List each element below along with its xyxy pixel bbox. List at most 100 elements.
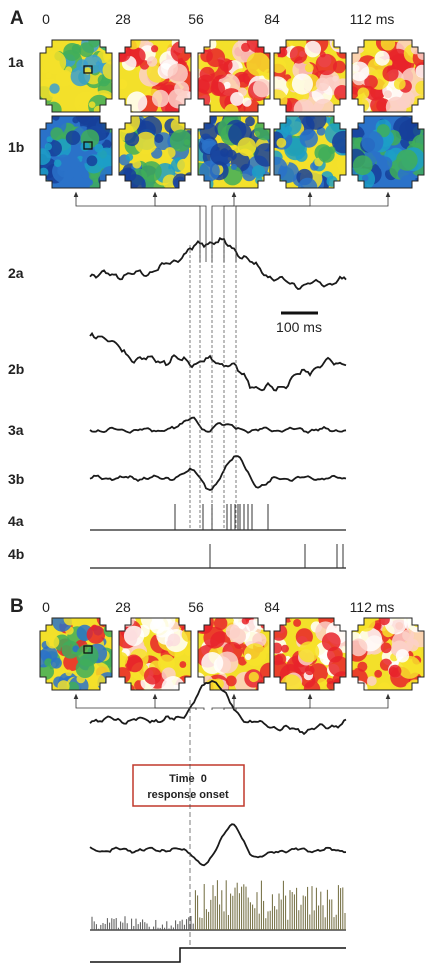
map-blob (226, 624, 241, 639)
map-blob (45, 102, 61, 118)
map-fill (267, 606, 352, 697)
map-blob (362, 175, 369, 182)
topo-map (345, 33, 434, 118)
map-blob (394, 78, 406, 90)
map-blob (66, 130, 81, 145)
map-blob (64, 613, 77, 626)
map-blob (357, 613, 376, 632)
time-label: 84 (264, 11, 280, 27)
map-blob (277, 47, 287, 57)
topo-map (116, 110, 197, 197)
panel-label: B (10, 596, 24, 617)
connector (155, 194, 206, 262)
map-blob (51, 657, 62, 668)
map-blob (80, 142, 89, 151)
map-blob (99, 32, 119, 52)
map-blob (82, 171, 90, 179)
map-blob (417, 49, 428, 60)
map-blob (281, 114, 302, 135)
map-blob (125, 132, 139, 146)
map-blob (127, 91, 148, 112)
map-blob (374, 623, 381, 630)
map-blob (76, 644, 98, 666)
map-blob (34, 101, 45, 112)
map-blob (58, 680, 70, 692)
figure: A B 1a 1b 2a 2b 3a 3b 4a 4b 100 ms Time … (0, 0, 436, 966)
map-blob (125, 41, 131, 47)
connector (236, 194, 388, 262)
map-blob (132, 160, 141, 169)
time-label: 56 (188, 599, 204, 615)
trace-b-waveform (90, 824, 346, 865)
map-blob (353, 155, 373, 175)
map-blob (274, 683, 284, 693)
map-blob (336, 155, 353, 172)
map-blob (271, 624, 288, 641)
map-blob (179, 661, 186, 668)
map-blob (127, 656, 143, 672)
map-fill (29, 608, 119, 698)
connector (236, 696, 388, 710)
map-fill (346, 610, 432, 696)
map-blob (415, 65, 428, 78)
map-blob (164, 147, 175, 158)
map-blob (379, 614, 390, 625)
row-label: 1b (8, 139, 24, 155)
map-blob (396, 149, 417, 170)
map-blob (327, 678, 333, 684)
time-label: 112 ms (350, 11, 395, 27)
map-fill (113, 607, 198, 700)
map-blob (116, 110, 140, 134)
map-blob (211, 81, 225, 95)
map-blob (353, 111, 364, 122)
map-blob (384, 90, 392, 98)
map-blob (402, 629, 414, 641)
map-blob (382, 65, 398, 81)
topo-map (34, 32, 120, 118)
map-blob (358, 87, 370, 99)
time-label: 0 (42, 11, 50, 27)
map-blob (124, 174, 146, 196)
map-blob (65, 66, 72, 73)
topo-map (188, 30, 280, 118)
scale-label: 100 ms (276, 319, 322, 335)
map-blob (114, 667, 130, 683)
map-blob (347, 176, 358, 187)
map-blob (89, 101, 96, 108)
map-blob (122, 616, 131, 625)
map-blob (181, 686, 187, 692)
map-blob (114, 652, 128, 666)
map-blob (350, 664, 356, 670)
time-label: 56 (188, 11, 204, 27)
map-blob (242, 98, 251, 107)
connector (76, 194, 200, 262)
topo-map (265, 29, 353, 120)
map-blob (144, 667, 161, 684)
map-blob (34, 148, 51, 165)
map-blob (151, 45, 158, 52)
row-label: 3b (8, 471, 24, 487)
map-blob (69, 157, 80, 168)
map-blob (152, 607, 176, 631)
map-blob (230, 92, 244, 106)
map-blob (104, 615, 111, 622)
map-blob (72, 44, 82, 54)
map-blob (245, 116, 255, 126)
map-blob (304, 681, 320, 697)
topo-map (343, 111, 430, 197)
map-blob (252, 165, 265, 178)
panel-label: A (10, 8, 24, 29)
topo-map (264, 109, 355, 197)
time-label: 28 (115, 11, 131, 27)
map-blob (65, 669, 72, 676)
time-label: 0 (42, 599, 50, 615)
map-blob (281, 645, 289, 653)
map-blob (411, 680, 423, 692)
map-blob (52, 114, 59, 121)
map-blob (210, 143, 233, 166)
map-blob (416, 39, 424, 47)
map-blob (316, 54, 337, 75)
map-blob (124, 626, 144, 646)
annotation-text: Time 0 (169, 773, 207, 785)
map-blob (119, 39, 127, 47)
